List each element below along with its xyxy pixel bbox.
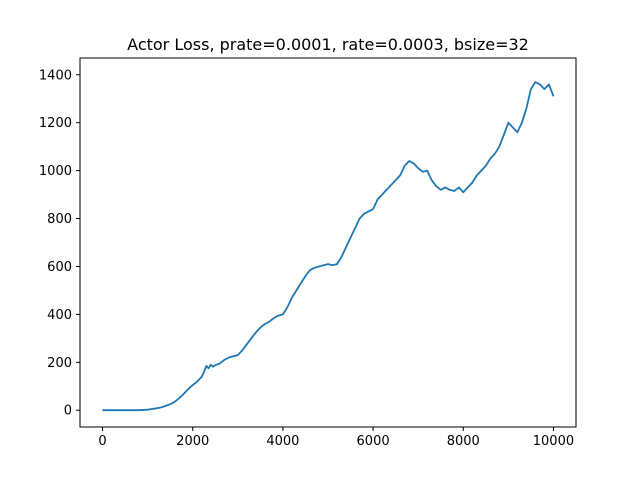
y-tick-label: 1000	[39, 164, 72, 179]
y-tick-label: 800	[47, 212, 72, 227]
series-line	[102, 81, 555, 412]
chart-title: Actor Loss, prate=0.0001, rate=0.0003, b…	[127, 35, 529, 54]
y-tick-label: 0	[64, 404, 72, 419]
x-tick-label: 0	[98, 434, 106, 449]
x-tick-label: 4000	[266, 434, 299, 449]
y-tick-label: 200	[47, 356, 72, 371]
axis-ticks: 0 2000 4000 6000 8000 10000 0 200 400 600 800 1000 1…	[39, 68, 574, 449]
y-tick-label: 1400	[39, 68, 72, 83]
x-tick-label: 2000	[176, 434, 209, 449]
x-tick-label: 10000	[533, 434, 574, 449]
x-tick-label: 8000	[447, 434, 480, 449]
axes-frame	[79, 57, 577, 428]
plot-area	[102, 81, 555, 412]
y-tick-label: 1200	[39, 116, 72, 131]
y-tick-label: 600	[47, 260, 72, 275]
x-tick-label: 6000	[357, 434, 390, 449]
y-tick-label: 400	[47, 308, 72, 323]
